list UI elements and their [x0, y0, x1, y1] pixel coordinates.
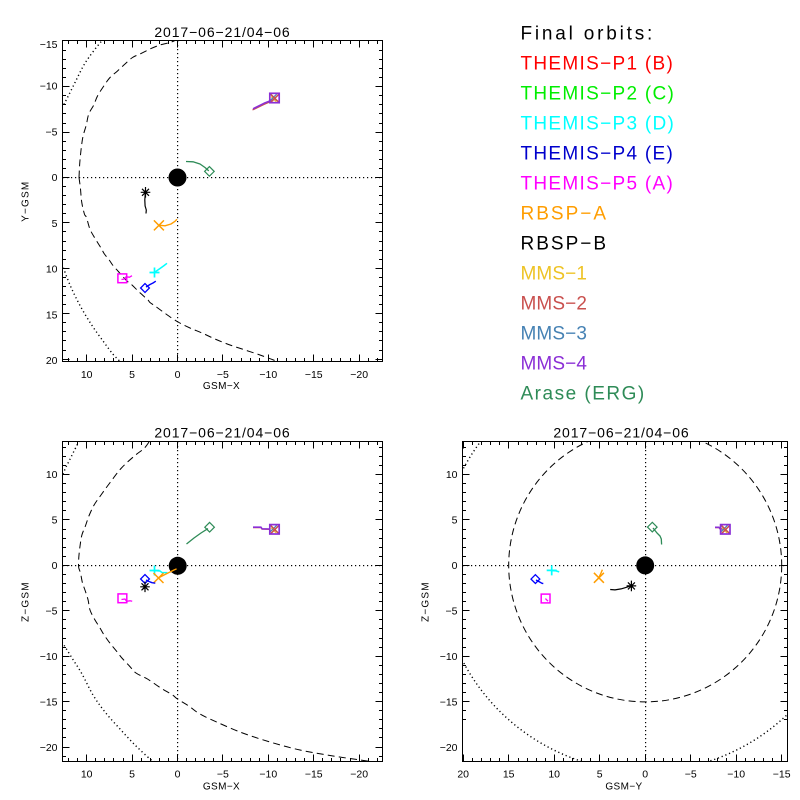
svg-text:−20: −20 [350, 768, 368, 780]
svg-text:−10: −10 [40, 81, 58, 93]
svg-text:0: 0 [642, 768, 648, 780]
svg-text:−5: −5 [685, 768, 697, 780]
svg-text:5: 5 [52, 218, 58, 230]
svg-text:−5: −5 [46, 126, 58, 138]
svg-text:THEMIS−P3 (D): THEMIS−P3 (D) [521, 114, 676, 135]
svg-text:THEMIS−P5 (A): THEMIS−P5 (A) [521, 174, 675, 195]
svg-text:−10: −10 [440, 651, 458, 663]
svg-text:10: 10 [81, 768, 93, 780]
svg-text:0: 0 [52, 172, 58, 184]
svg-text:−10: −10 [259, 768, 277, 780]
svg-text:Z−GSM: Z−GSM [21, 581, 32, 622]
svg-text:GSM−X: GSM−X [203, 782, 240, 793]
svg-text:Y−GSM: Y−GSM [21, 181, 32, 222]
svg-text:−20: −20 [350, 369, 368, 381]
svg-text:−15: −15 [773, 768, 791, 780]
svg-text:MMS−3: MMS−3 [521, 324, 588, 345]
svg-text:−5: −5 [217, 369, 229, 381]
svg-text:−15: −15 [440, 697, 458, 709]
svg-text:5: 5 [52, 515, 58, 527]
svg-text:10: 10 [46, 264, 58, 276]
svg-text:0: 0 [452, 560, 458, 572]
svg-text:−20: −20 [440, 742, 458, 754]
svg-text:−5: −5 [46, 606, 58, 618]
svg-text:2017−06−21/04−06: 2017−06−21/04−06 [154, 425, 290, 441]
svg-text:−15: −15 [305, 768, 323, 780]
svg-text:RBSP−A: RBSP−A [521, 204, 609, 225]
svg-text:20: 20 [46, 355, 58, 367]
svg-text:MMS−2: MMS−2 [521, 294, 588, 315]
svg-text:10: 10 [548, 768, 560, 780]
svg-text:2017−06−21/04−06: 2017−06−21/04−06 [154, 24, 290, 40]
svg-text:Z−GSM: Z−GSM [421, 581, 432, 622]
svg-text:−15: −15 [40, 697, 58, 709]
svg-text:MMS−1: MMS−1 [521, 264, 588, 285]
svg-text:−10: −10 [727, 768, 745, 780]
svg-text:−20: −20 [40, 742, 58, 754]
svg-text:−15: −15 [305, 369, 323, 381]
svg-text:0: 0 [175, 369, 181, 381]
svg-text:5: 5 [452, 515, 458, 527]
svg-text:Final orbits:: Final orbits: [521, 24, 656, 45]
svg-text:GSM−X: GSM−X [203, 381, 240, 392]
svg-text:MMS−4: MMS−4 [521, 354, 588, 375]
svg-text:−10: −10 [40, 651, 58, 663]
svg-text:THEMIS−P1 (B): THEMIS−P1 (B) [521, 54, 675, 75]
svg-text:10: 10 [446, 469, 458, 481]
svg-text:Arase (ERG): Arase (ERG) [521, 384, 646, 405]
svg-text:0: 0 [52, 560, 58, 572]
svg-text:2017−06−21/04−06: 2017−06−21/04−06 [553, 425, 689, 441]
svg-text:0: 0 [175, 768, 181, 780]
svg-text:THEMIS−P2 (C): THEMIS−P2 (C) [521, 84, 676, 105]
svg-text:−10: −10 [259, 369, 277, 381]
svg-text:GSM−Y: GSM−Y [605, 782, 642, 793]
svg-text:5: 5 [129, 369, 135, 381]
svg-text:5: 5 [597, 768, 603, 780]
svg-text:5: 5 [129, 768, 135, 780]
svg-text:−15: −15 [40, 39, 58, 51]
svg-text:−5: −5 [217, 768, 229, 780]
svg-text:15: 15 [46, 309, 58, 321]
svg-text:10: 10 [81, 369, 93, 381]
svg-text:−5: −5 [446, 606, 458, 618]
svg-text:THEMIS−P4 (E): THEMIS−P4 (E) [521, 144, 675, 165]
svg-text:RBSP−B: RBSP−B [521, 234, 609, 255]
svg-text:20: 20 [457, 768, 469, 780]
svg-text:15: 15 [503, 768, 515, 780]
svg-text:10: 10 [46, 469, 58, 481]
